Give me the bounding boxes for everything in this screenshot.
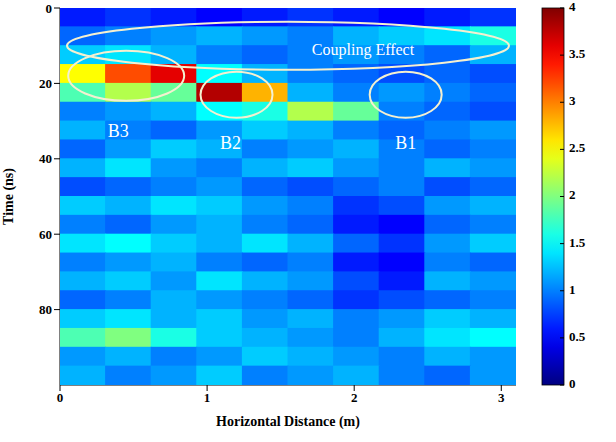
svg-text:Coupling Effect: Coupling Effect	[312, 41, 415, 59]
svg-text:0: 0	[569, 376, 576, 391]
svg-text:Time (ns): Time (ns)	[1, 168, 17, 225]
svg-text:60: 60	[39, 227, 52, 242]
svg-text:2: 2	[569, 187, 576, 202]
svg-text:2.5: 2.5	[569, 140, 586, 155]
svg-text:B1: B1	[395, 133, 416, 153]
svg-text:20: 20	[39, 76, 52, 91]
svg-text:0: 0	[46, 1, 53, 16]
svg-text:B2: B2	[220, 133, 241, 153]
svg-text:0: 0	[57, 390, 64, 405]
svg-text:4: 4	[569, 0, 576, 14]
svg-text:1: 1	[204, 390, 211, 405]
svg-text:3: 3	[498, 390, 505, 405]
svg-text:1: 1	[569, 282, 576, 297]
svg-text:3.5: 3.5	[569, 46, 586, 61]
svg-text:2: 2	[351, 390, 358, 405]
svg-text:Horizontal Distance (m): Horizontal Distance (m)	[216, 414, 360, 430]
svg-text:40: 40	[39, 151, 52, 166]
svg-text:0.5: 0.5	[569, 329, 586, 344]
svg-text:80: 80	[39, 302, 52, 317]
svg-text:3: 3	[569, 93, 576, 108]
svg-text:B3: B3	[108, 121, 129, 141]
svg-text:1.5: 1.5	[569, 235, 586, 250]
